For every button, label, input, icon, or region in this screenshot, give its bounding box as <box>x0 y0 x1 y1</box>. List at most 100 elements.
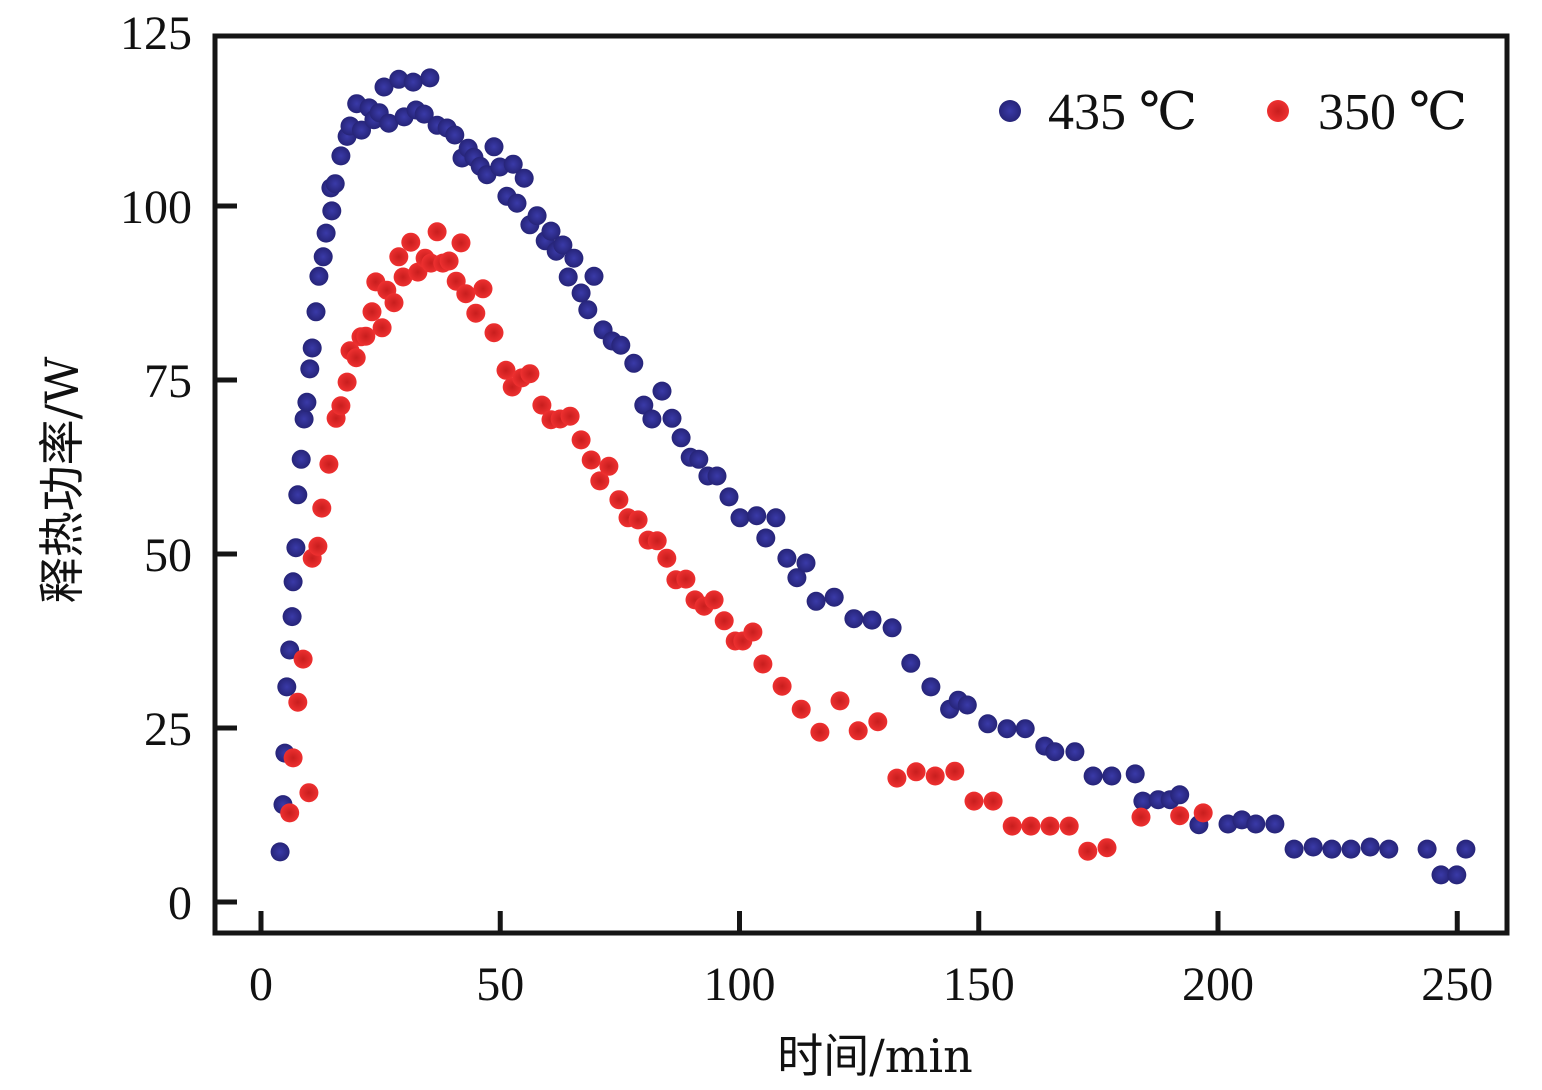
point-435-105 <box>1170 785 1190 805</box>
y-tick-label-125: 125 <box>120 7 192 60</box>
point-435-66 <box>634 395 654 415</box>
point-350-36 <box>496 360 516 380</box>
point-350-10 <box>331 396 351 416</box>
point-435-72 <box>689 449 709 469</box>
point-350-8 <box>319 454 339 474</box>
point-435-0 <box>270 842 290 862</box>
point-350-23 <box>401 232 421 252</box>
point-435-101 <box>1125 764 1145 784</box>
point-350-44 <box>571 430 591 450</box>
point-350-65 <box>791 699 811 719</box>
point-435-17 <box>316 223 336 243</box>
point-350-70 <box>887 768 907 788</box>
point-435-11 <box>297 392 317 412</box>
point-435-75 <box>719 487 739 507</box>
point-435-30 <box>379 113 399 133</box>
point-350-73 <box>945 761 965 781</box>
point-435-117 <box>1417 839 1437 859</box>
point-350-20 <box>384 293 404 313</box>
point-350-78 <box>1040 816 1060 836</box>
point-350-58 <box>704 590 724 610</box>
point-435-97 <box>1045 742 1065 762</box>
point-350-16 <box>362 302 382 322</box>
point-350-33 <box>466 303 486 323</box>
point-350-2 <box>288 692 308 712</box>
point-435-13 <box>302 338 322 358</box>
point-435-50 <box>514 168 534 188</box>
point-350-39 <box>520 364 540 384</box>
point-350-63 <box>753 654 773 674</box>
point-435-54 <box>541 221 561 241</box>
point-435-113 <box>1322 839 1342 859</box>
point-435-61 <box>584 266 604 286</box>
point-350-80 <box>1078 841 1098 861</box>
y-tick-label-75: 75 <box>144 355 192 408</box>
point-350-31 <box>451 233 471 253</box>
point-435-81 <box>787 568 807 588</box>
point-350-3 <box>293 649 313 669</box>
point-350-69 <box>868 712 888 732</box>
point-435-118 <box>1431 865 1451 885</box>
point-350-4 <box>299 783 319 803</box>
point-350-11 <box>337 372 357 392</box>
point-435-10 <box>294 409 314 429</box>
point-435-35 <box>414 104 434 124</box>
x-tick-label-50: 50 <box>476 958 524 1011</box>
point-350-34 <box>473 279 493 299</box>
legend: 435 ℃ 350 ℃ <box>999 84 1467 141</box>
point-350-64 <box>772 676 792 696</box>
point-350-83 <box>1170 806 1190 826</box>
y-tick-label-25: 25 <box>144 703 192 756</box>
point-435-58 <box>564 248 584 268</box>
y-axis-ticks: 0 25 50 75 100 125 <box>120 7 237 930</box>
point-350-81 <box>1097 838 1117 858</box>
point-435-80 <box>777 548 797 568</box>
data-points <box>270 68 1476 885</box>
point-350-79 <box>1059 816 1079 836</box>
point-435-74 <box>707 466 727 486</box>
x-tick-label-0: 0 <box>249 958 273 1011</box>
point-350-6 <box>308 536 328 556</box>
point-435-93 <box>978 714 998 734</box>
point-350-48 <box>609 490 629 510</box>
point-350-67 <box>830 691 850 711</box>
point-350-76 <box>1002 816 1022 836</box>
point-435-102 <box>1133 791 1153 811</box>
point-350-18 <box>372 318 392 338</box>
point-350-62 <box>743 622 763 642</box>
point-350-52 <box>647 531 667 551</box>
point-435-48 <box>503 154 523 174</box>
point-435-14 <box>306 302 326 322</box>
point-350-29 <box>439 251 459 271</box>
point-435-59 <box>571 283 591 303</box>
x-tick-label-150: 150 <box>943 958 1015 1011</box>
point-350-68 <box>848 721 868 741</box>
point-435-99 <box>1083 766 1103 786</box>
point-435-100 <box>1102 766 1122 786</box>
y-tick-label-50: 50 <box>144 529 192 582</box>
y-tick-label-0: 0 <box>168 877 192 930</box>
point-350-47 <box>599 456 619 476</box>
point-435-95 <box>1015 719 1035 739</box>
point-350-0 <box>280 803 300 823</box>
legend-marker-435 <box>999 100 1021 122</box>
point-435-119 <box>1447 865 1467 885</box>
point-350-22 <box>393 267 413 287</box>
x-tick-label-200: 200 <box>1182 958 1254 1011</box>
point-435-64 <box>611 335 631 355</box>
point-435-65 <box>624 353 644 373</box>
point-435-15 <box>309 266 329 286</box>
point-350-84 <box>1193 803 1213 823</box>
point-435-111 <box>1284 839 1304 859</box>
point-435-84 <box>824 587 844 607</box>
y-axis-title: 释热功率/W <box>35 356 89 603</box>
point-435-67 <box>642 409 662 429</box>
y-tick-label-100: 100 <box>120 181 192 234</box>
point-435-92 <box>957 695 977 715</box>
point-350-35 <box>484 323 504 343</box>
point-435-86 <box>862 610 882 630</box>
point-435-76 <box>730 508 750 528</box>
point-435-77 <box>747 506 767 526</box>
point-350-7 <box>312 498 332 518</box>
x-axis-ticks: 0 50 100 150 200 250 <box>249 911 1493 1011</box>
